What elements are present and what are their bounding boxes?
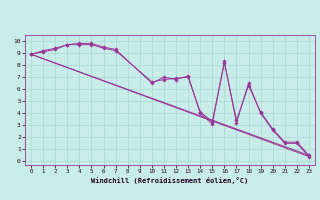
X-axis label: Windchill (Refroidissement éolien,°C): Windchill (Refroidissement éolien,°C) — [92, 177, 249, 184]
